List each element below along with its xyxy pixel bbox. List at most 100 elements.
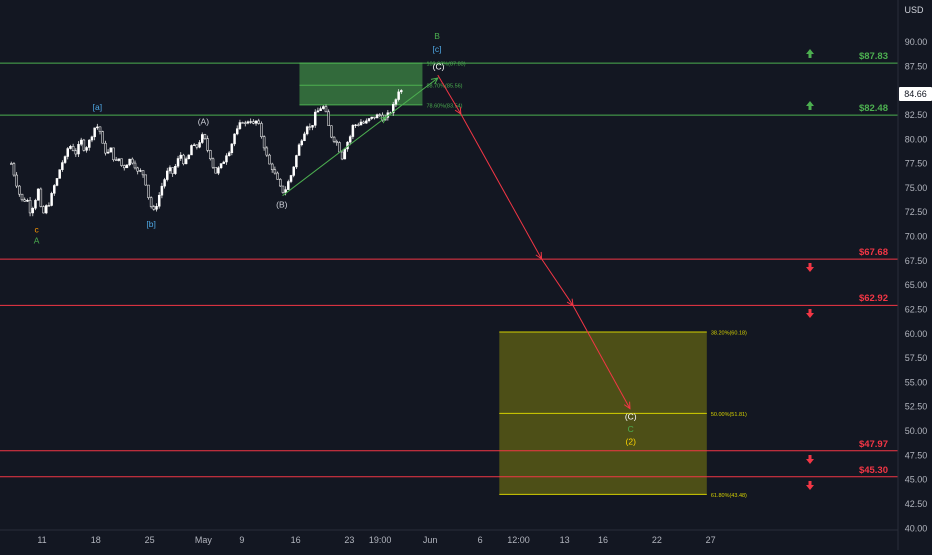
candle-body bbox=[122, 165, 126, 169]
price-level-label: $45.30 bbox=[859, 465, 888, 476]
candle-body bbox=[198, 142, 201, 148]
currency-label: USD bbox=[904, 5, 924, 15]
x-axis-tick: 11 bbox=[37, 535, 46, 545]
x-axis-tick: 13 bbox=[560, 535, 570, 545]
candle-body bbox=[249, 121, 252, 123]
candle-body bbox=[219, 163, 223, 169]
candle-body bbox=[18, 185, 21, 195]
candle-body bbox=[217, 167, 220, 174]
x-axis-tick: May bbox=[195, 535, 213, 545]
y-axis-tick: 72.50 bbox=[905, 207, 928, 217]
candle-body bbox=[79, 139, 83, 145]
wave-label: (B) bbox=[276, 199, 288, 209]
candle-body bbox=[311, 125, 314, 128]
wave-label: A bbox=[34, 235, 40, 245]
candle-body bbox=[104, 142, 107, 154]
x-axis-tick: 9 bbox=[239, 535, 244, 545]
candle-body bbox=[225, 155, 228, 163]
y-axis-tick: 57.50 bbox=[905, 353, 928, 363]
candle-body bbox=[254, 120, 258, 124]
candle-body bbox=[149, 197, 153, 207]
y-axis-tick: 60.00 bbox=[905, 329, 928, 339]
candle-body bbox=[222, 161, 226, 164]
candle-body bbox=[141, 170, 145, 176]
x-axis-tick: 22 bbox=[652, 535, 662, 545]
x-axis-tick: 25 bbox=[145, 535, 155, 545]
candle-body bbox=[74, 150, 78, 155]
candle-body bbox=[313, 111, 317, 126]
candle-body bbox=[187, 154, 191, 160]
candle-body bbox=[241, 122, 244, 124]
candle-body bbox=[117, 158, 121, 161]
x-axis-tick: 6 bbox=[478, 535, 483, 545]
up-arrow-icon bbox=[806, 101, 814, 110]
candle-body bbox=[39, 188, 43, 207]
candle-body bbox=[82, 139, 86, 151]
candle-body bbox=[133, 162, 137, 169]
candle-body bbox=[378, 114, 382, 116]
candle-body bbox=[101, 131, 104, 144]
y-axis-tick: 52.50 bbox=[905, 402, 928, 412]
candle-body bbox=[230, 143, 234, 154]
candle-body bbox=[260, 123, 263, 137]
candle-body bbox=[319, 108, 322, 111]
candle-body bbox=[15, 174, 18, 187]
candle-body bbox=[359, 121, 363, 126]
candle-body bbox=[66, 148, 69, 157]
fib-level-label: 50.00%(51.81) bbox=[711, 412, 747, 418]
candle-body bbox=[268, 154, 271, 165]
candle-body bbox=[120, 158, 123, 166]
candle-body bbox=[69, 146, 72, 149]
wave-label: [b] bbox=[146, 219, 155, 229]
candle-body bbox=[235, 128, 239, 135]
price-level-label: $47.97 bbox=[859, 439, 888, 450]
candle-body bbox=[305, 126, 309, 135]
candle-body bbox=[77, 144, 80, 155]
candle-body bbox=[343, 148, 347, 160]
candle-body bbox=[93, 127, 96, 138]
wave-label: [a] bbox=[93, 102, 102, 112]
candle-body bbox=[332, 136, 336, 142]
fib-level-label: 100.00%(87.83) bbox=[426, 62, 465, 68]
projection-line bbox=[572, 305, 631, 409]
candle-body bbox=[174, 165, 177, 174]
candle-body bbox=[295, 155, 298, 168]
candle-body bbox=[270, 163, 274, 170]
wave-label: B bbox=[434, 31, 440, 41]
y-axis-tick: 70.00 bbox=[905, 232, 928, 242]
candle-body bbox=[88, 139, 91, 148]
candle-body bbox=[327, 111, 330, 127]
projection-line bbox=[460, 113, 543, 260]
price-level-label: $67.68 bbox=[859, 247, 888, 258]
price-level-label: $87.83 bbox=[859, 51, 888, 62]
wave-label: c bbox=[34, 225, 39, 235]
candle-body bbox=[214, 166, 217, 174]
candle-body bbox=[362, 121, 365, 124]
x-axis-tick: 27 bbox=[706, 535, 716, 545]
candle-body bbox=[34, 199, 37, 209]
candle-body bbox=[114, 159, 118, 161]
projection-arrow-head bbox=[623, 401, 631, 410]
candle-body bbox=[316, 110, 320, 113]
x-axis-tick: 16 bbox=[598, 535, 608, 545]
down-arrow-icon bbox=[806, 309, 814, 318]
candle-body bbox=[23, 199, 26, 202]
candle-body bbox=[284, 189, 287, 193]
wave-arrow-head bbox=[430, 77, 439, 85]
candle-body bbox=[338, 142, 341, 153]
candle-body bbox=[182, 154, 185, 165]
price-level-label: $82.48 bbox=[859, 103, 888, 114]
y-axis-tick: 77.50 bbox=[905, 159, 928, 169]
candle-body bbox=[281, 185, 285, 193]
candle-body bbox=[157, 194, 161, 207]
candle-body bbox=[10, 163, 13, 165]
projection-line bbox=[541, 258, 574, 306]
candle-body bbox=[203, 134, 207, 139]
candle-body bbox=[324, 106, 328, 113]
candle-body bbox=[233, 133, 236, 145]
candle-body bbox=[262, 136, 266, 149]
wave-arrow-line bbox=[386, 77, 439, 118]
wave-label: [c] bbox=[433, 44, 442, 54]
